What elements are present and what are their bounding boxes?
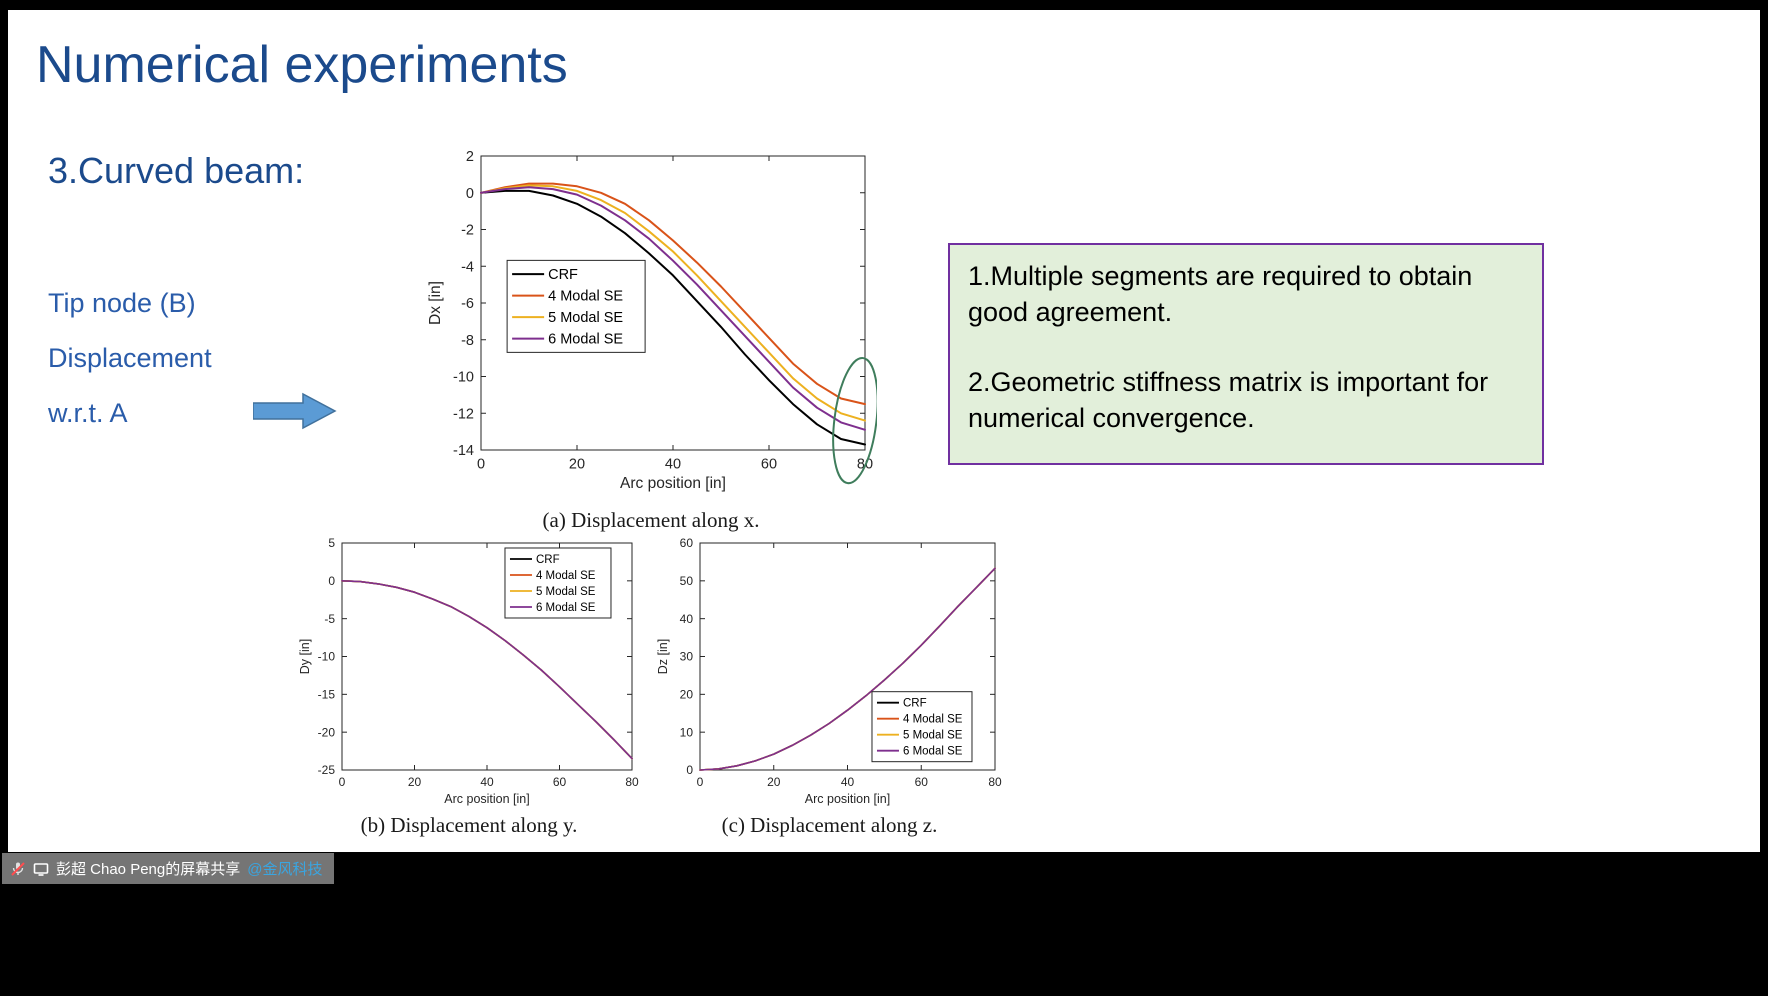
slide-subtitle: 3.Curved beam: [48, 150, 305, 191]
svg-text:5 Modal SE: 5 Modal SE [548, 310, 623, 326]
left-note-wrt-a: w.r.t. A [48, 398, 128, 428]
svg-text:60: 60 [680, 538, 694, 550]
svg-text:CRF: CRF [903, 698, 927, 710]
caption-displacement-z: (c) Displacement along z. [721, 813, 938, 837]
svg-text:4 Modal SE: 4 Modal SE [903, 714, 963, 726]
chart-displacement-y: 0 20 40 60 80 5 0 -5 -10 -15 -20 -25 Arc position [i… [298, 538, 639, 806]
svg-text:4 Modal SE: 4 Modal SE [548, 289, 623, 305]
svg-text:20: 20 [680, 688, 694, 702]
conclusion-item-1: 1.Multiple segments are required to obta… [968, 261, 1473, 327]
svg-text:6 Modal SE: 6 Modal SE [548, 332, 623, 348]
svg-text:-10: -10 [453, 370, 474, 386]
svg-text:60: 60 [553, 775, 567, 789]
svg-text:60: 60 [915, 775, 929, 789]
svg-text:60: 60 [761, 457, 777, 473]
screen-share-icon [33, 861, 49, 877]
left-note-tip-node: Tip node (B) [48, 288, 196, 318]
svg-text:0: 0 [686, 763, 693, 777]
svg-text:-10: -10 [318, 650, 336, 664]
svg-text:30: 30 [680, 650, 694, 664]
svg-text:Arc position [in]: Arc position [in] [620, 475, 726, 492]
svg-text:-14: -14 [453, 443, 474, 459]
slide-title: Numerical experiments [36, 36, 568, 94]
svg-text:-25: -25 [318, 763, 336, 777]
chart-displacement-z: 0 20 40 60 80 0 10 20 30 40 50 60 Arc position [in] D… [656, 538, 1002, 806]
svg-text:6 Modal SE: 6 Modal SE [536, 602, 596, 614]
svg-text:CRF: CRF [548, 267, 578, 283]
mic-muted-icon [10, 861, 26, 877]
svg-text:Dz [in]: Dz [in] [656, 639, 670, 674]
svg-text:50: 50 [680, 574, 694, 588]
svg-text:0: 0 [466, 186, 474, 202]
svg-text:20: 20 [569, 457, 585, 473]
share-label: 彭超 Chao Peng的屏幕共享 [56, 861, 241, 878]
svg-text:-15: -15 [318, 688, 336, 702]
share-org-link[interactable]: @金风科技 [247, 861, 323, 878]
svg-text:-8: -8 [461, 333, 474, 349]
svg-text:4 Modal SE: 4 Modal SE [536, 570, 596, 582]
right-arrow-icon [253, 392, 337, 430]
svg-text:-2: -2 [461, 223, 474, 239]
svg-text:Dx [in]: Dx [in] [427, 281, 444, 325]
svg-text:-20: -20 [318, 725, 336, 739]
svg-text:2: 2 [466, 149, 474, 165]
svg-text:Dy [in]: Dy [in] [298, 639, 312, 674]
svg-text:6 Modal SE: 6 Modal SE [903, 746, 963, 758]
svg-text:5 Modal SE: 5 Modal SE [536, 586, 596, 598]
svg-text:10: 10 [680, 725, 694, 739]
left-note-displacement: Displacement [48, 343, 212, 373]
svg-text:40: 40 [680, 612, 694, 626]
screen-share-indicator[interactable]: 彭超 Chao Peng的屏幕共享 @金风科技 [2, 853, 335, 884]
svg-text:80: 80 [988, 775, 1002, 789]
svg-text:-5: -5 [324, 612, 335, 626]
svg-text:20: 20 [767, 775, 781, 789]
svg-text:40: 40 [841, 775, 855, 789]
svg-text:0: 0 [339, 775, 346, 789]
caption-displacement-x: (a) Displacement along x. [542, 508, 760, 532]
svg-text:-12: -12 [453, 406, 474, 422]
svg-text:5 Modal SE: 5 Modal SE [903, 730, 963, 742]
svg-text:40: 40 [665, 457, 681, 473]
svg-text:40: 40 [480, 775, 494, 789]
svg-text:0: 0 [328, 574, 335, 588]
svg-text:Arc position [in]: Arc position [in] [444, 792, 529, 806]
svg-text:CRF: CRF [536, 554, 560, 566]
conclusion-box: 1.Multiple segments are required to obta… [948, 243, 1544, 465]
svg-text:0: 0 [697, 775, 704, 789]
conclusion-item-2: 2.Geometric stiffness matrix is importan… [968, 367, 1489, 433]
caption-displacement-y: (b) Displacement along y. [360, 813, 578, 837]
svg-text:5: 5 [328, 538, 335, 550]
svg-text:0: 0 [477, 457, 485, 473]
svg-text:-6: -6 [461, 296, 474, 312]
svg-text:Arc position [in]: Arc position [in] [805, 792, 890, 806]
svg-text:-4: -4 [461, 259, 474, 275]
svg-text:20: 20 [408, 775, 422, 789]
svg-text:80: 80 [625, 775, 639, 789]
